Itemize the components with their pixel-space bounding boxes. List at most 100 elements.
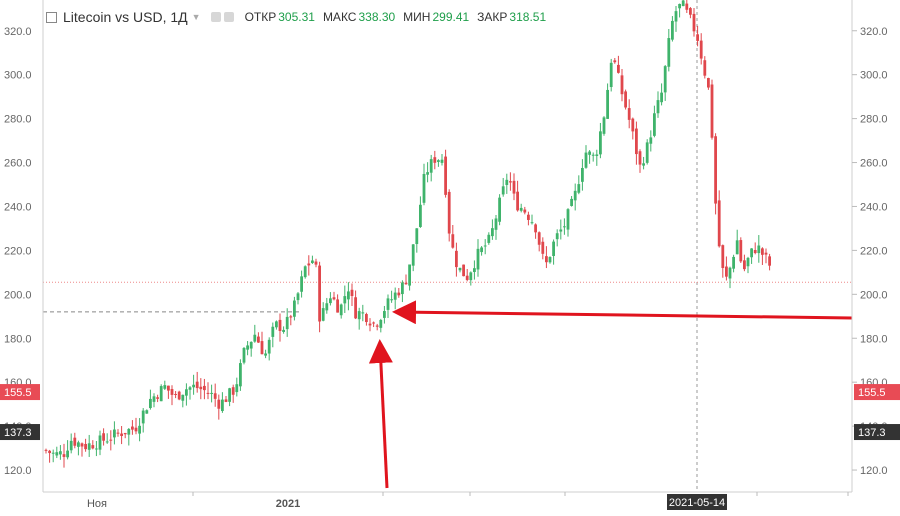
candle-body: [735, 240, 739, 255]
candle-body: [163, 385, 167, 389]
y-tick-label-left: 120.0: [4, 465, 32, 477]
x-tick-label: 2021: [276, 498, 300, 510]
candle-body: [584, 152, 588, 168]
candle-body: [764, 252, 768, 255]
candle-body: [138, 425, 141, 434]
candle-body: [732, 256, 735, 269]
candle-body: [573, 190, 577, 201]
candle-body: [498, 197, 501, 222]
reference-lines: [43, 0, 852, 492]
candle-body: [249, 341, 253, 349]
candle-body: [674, 11, 678, 22]
crosshair-date-badge: [667, 494, 727, 510]
candle-body: [660, 92, 663, 103]
candle-body: [552, 241, 555, 256]
candle-body: [599, 131, 602, 155]
candle-body: [213, 393, 217, 399]
candle-body: [239, 363, 242, 387]
candle-body: [296, 293, 300, 301]
candle-body: [206, 392, 210, 394]
candle-body: [311, 260, 314, 264]
candle-body: [149, 398, 152, 409]
candle-body: [555, 233, 559, 240]
candle-body: [429, 159, 433, 173]
candle-body: [620, 75, 624, 95]
candle-body: [588, 151, 591, 155]
price-badge-right-label: 137.3: [858, 427, 886, 439]
candle-body: [577, 184, 581, 193]
candle-body: [559, 229, 563, 232]
candle-body: [368, 323, 372, 326]
y-tick-label-right: 220.0: [860, 245, 888, 257]
candle-body: [447, 191, 451, 234]
settings-icon[interactable]: [223, 12, 234, 22]
candle-body: [696, 34, 699, 41]
candle-body: [174, 393, 177, 395]
candle-body: [285, 316, 289, 330]
candle-body: [750, 248, 753, 258]
candle-body: [699, 40, 703, 59]
candle-body: [512, 180, 516, 194]
y-tick-label-right: 260.0: [860, 158, 888, 170]
chevron-down-icon[interactable]: ▼: [191, 12, 201, 22]
candle-body: [278, 319, 282, 331]
candle-body: [451, 234, 455, 248]
symbol-title[interactable]: Litecoin vs USD, 1Д: [63, 9, 188, 25]
candle-body: [264, 353, 267, 356]
y-tick-label-right: 200.0: [860, 289, 888, 301]
price-badge-left-label: 137.3: [4, 427, 32, 439]
y-tick-label-left: 200.0: [4, 289, 32, 301]
candle-body: [671, 20, 674, 40]
candle-body: [397, 292, 401, 296]
candle-body: [415, 228, 419, 245]
candle-body: [649, 137, 653, 144]
candle-body: [98, 435, 102, 450]
candle-body: [221, 399, 224, 412]
candle-body: [181, 394, 185, 401]
annotation-arrows: [368, 300, 853, 489]
candle-body: [127, 428, 131, 435]
candle-body: [365, 314, 368, 323]
candle-body: [260, 341, 264, 355]
candle-body: [743, 260, 746, 270]
y-tick-label-left: 300.0: [4, 70, 32, 82]
candle-body: [678, 3, 681, 9]
candle-body: [188, 387, 192, 390]
candle-body: [120, 433, 123, 436]
candle-body: [545, 256, 548, 263]
candle-body: [707, 78, 710, 88]
candle-body: [631, 118, 635, 132]
eye-icon[interactable]: [210, 12, 221, 22]
y-tick-label-right: 320.0: [860, 26, 888, 38]
candle-body: [703, 60, 707, 76]
candle-body: [627, 108, 631, 120]
candle-body: [476, 248, 480, 270]
candle-body: [156, 397, 159, 399]
candle-body: [422, 173, 426, 203]
candle-body: [480, 247, 483, 253]
candle-body: [509, 181, 512, 183]
y-tick-label-right: 280.0: [860, 114, 888, 126]
candle-body: [401, 282, 404, 295]
candle-body: [494, 218, 498, 230]
candle-body: [710, 84, 714, 138]
candle-body: [185, 389, 188, 396]
candle-body: [231, 387, 235, 395]
candle-body: [491, 228, 494, 237]
candle-body: [663, 66, 667, 93]
candle-body: [501, 186, 505, 195]
candle-body: [217, 399, 221, 409]
candle-body: [102, 433, 105, 441]
candle-body: [534, 224, 537, 233]
candle-body: [131, 426, 134, 430]
candle-body: [390, 299, 393, 301]
candle-body: [602, 117, 606, 134]
candle-body: [645, 142, 649, 163]
candle-body: [303, 266, 307, 278]
series-toggle-icon[interactable]: [46, 11, 57, 23]
candle-body: [685, 3, 689, 10]
candle-body: [167, 385, 170, 391]
annotation-arrow-horizontal: [392, 300, 853, 325]
